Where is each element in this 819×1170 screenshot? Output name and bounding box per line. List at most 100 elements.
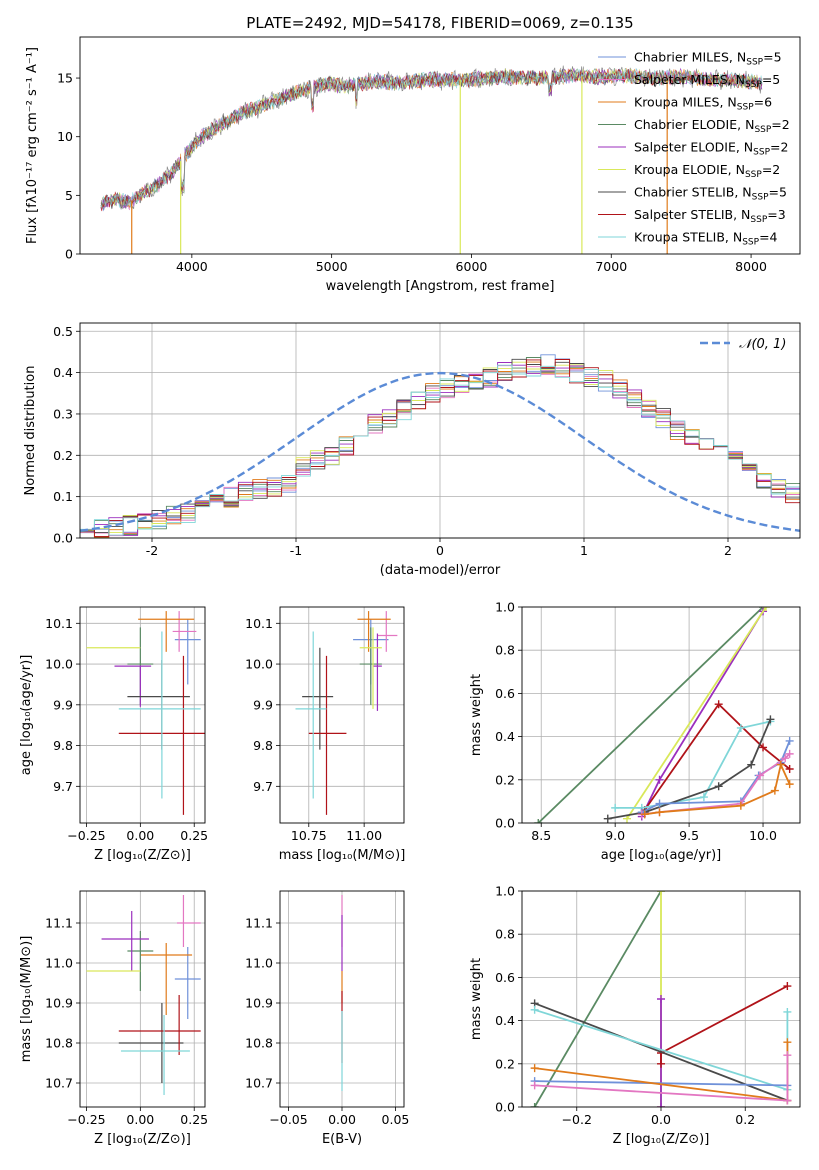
legend-label-sub: SSP xyxy=(746,58,763,68)
histogram-step-line xyxy=(80,358,800,533)
histogram-step-line xyxy=(80,365,800,537)
y-tick-label: 0.8 xyxy=(495,643,515,658)
weight-marker xyxy=(657,891,665,895)
x-tick-label: 8000 xyxy=(735,259,767,274)
weight-marker xyxy=(783,982,792,991)
legend-label: Salpeter STELIB, NSSP=3 xyxy=(634,207,786,225)
x-axis-label: Z [log₁₀(Z/Z⊙)] xyxy=(94,1132,191,1147)
y-tick-label: 10.1 xyxy=(45,616,73,631)
y-tick-label: 10.9 xyxy=(245,996,273,1011)
weight-marker xyxy=(759,743,768,752)
legend-label-tail: =3 xyxy=(767,207,785,222)
y-tick-label: 1.0 xyxy=(495,884,515,899)
x-tick-label: −0.2 xyxy=(562,1112,592,1127)
legend-label-main: Salpeter MILES, N xyxy=(634,72,745,87)
x-axis-label: age [log₁₀(age/yr)] xyxy=(601,848,722,863)
weight-marker xyxy=(785,736,794,745)
residuals-panel: -2 -1 0 1 2 0.0 0.1 0.2 0.3 0.4 0.5 (data-model)/er… xyxy=(23,322,801,578)
y-tick-label: 11.1 xyxy=(45,916,73,931)
x-tick-label: 0.25 xyxy=(180,828,208,843)
weight-marker xyxy=(785,780,794,789)
legend-label-sub: SSP xyxy=(754,125,771,135)
y-tick-label: 10.0 xyxy=(45,657,73,672)
age-vs-mass-panel: 10.75 11.00 9.7 9.8 9.9 10.0 10.1 mass [log₁₀(M… xyxy=(245,606,406,863)
weight-line xyxy=(660,985,788,1064)
legend-label-tail: =2 xyxy=(771,117,789,132)
weight-line xyxy=(533,891,662,1107)
legend-label-main: Chabrier STELIB, N xyxy=(634,185,752,200)
x-tick-label: 0.0 xyxy=(651,1112,671,1127)
weight-marker xyxy=(736,723,745,732)
legend-label-tail: =2 xyxy=(762,162,780,177)
y-tick-label: 0.4 xyxy=(495,1013,515,1028)
y-tick-label: 0.6 xyxy=(495,686,515,701)
weight-marker xyxy=(655,775,664,784)
weight-marker xyxy=(783,1096,792,1105)
weight-marker xyxy=(655,799,664,808)
weight-marker xyxy=(781,754,790,763)
x-tick-label: 0.00 xyxy=(126,1112,154,1127)
residuals-legend: 𝒩(0, 1) xyxy=(700,337,786,352)
legend-label-tail: =6 xyxy=(754,95,772,110)
legend-label-main: Kroupa ELODIE, N xyxy=(634,162,745,177)
legend-label-main: Salpeter ELODIE, N xyxy=(634,140,753,155)
massweight-vs-Z-panel: −0.2 0.0 0.2 0.0 0.2 0.4 0.6 0.8 1.0 Z [log₁₀(Z/Z… xyxy=(469,884,801,1147)
histogram-step-line xyxy=(80,361,800,533)
y-tick-label: 10.8 xyxy=(245,1036,273,1051)
x-tick-label: 4000 xyxy=(176,259,208,274)
legend-label-sub: SSP xyxy=(737,103,754,113)
y-tick-label: 0.0 xyxy=(495,1100,515,1115)
weight-marker xyxy=(756,771,765,780)
histogram-step-line xyxy=(80,359,800,537)
weight-marker xyxy=(530,1064,539,1073)
weight-lines xyxy=(530,891,792,1107)
x-tick-label: 0 xyxy=(436,543,444,558)
y-tick-label: 1.0 xyxy=(495,600,515,615)
x-tick-label: 10.0 xyxy=(749,828,777,843)
x-tick-label: 9.5 xyxy=(679,828,699,843)
weight-marker xyxy=(783,1038,792,1047)
x-axis-label: mass [log₁₀(M/M⊙)] xyxy=(279,848,406,863)
weight-marker xyxy=(657,1103,665,1107)
x-tick-label: 0.00 xyxy=(126,828,154,843)
y-axis-label: mass [log₁₀(M/M⊙)] xyxy=(19,936,34,1063)
errorbar-marks xyxy=(295,611,398,815)
y-tick-label: 10.1 xyxy=(245,616,273,631)
axes-frame xyxy=(279,890,405,1108)
weight-marker xyxy=(657,1059,665,1068)
errorbar-marks xyxy=(86,611,205,815)
x-axis-label: (data-model)/error xyxy=(380,563,501,578)
weight-marker xyxy=(714,782,723,791)
legend-label-tail: =2 xyxy=(770,140,788,155)
legend-label-main: Chabrier MILES, N xyxy=(634,50,746,65)
age-vs-Z-panel: −0.25 0.00 0.25 9.7 9.8 9.9 10.0 10.1 Z [log₁₀(Z… xyxy=(19,606,208,863)
y-tick-label: 0.4 xyxy=(53,365,73,380)
legend-label: Kroupa MILES, NSSP=6 xyxy=(634,95,772,113)
histogram-step-line xyxy=(80,364,800,536)
x-tick-label: 0.25 xyxy=(180,1112,208,1127)
errorbar-marks xyxy=(86,895,201,1095)
legend-label: Chabrier MILES, NSSP=5 xyxy=(634,50,782,68)
axes-frame xyxy=(279,606,405,824)
weight-marker xyxy=(530,1081,539,1090)
x-tick-label: 5000 xyxy=(316,259,348,274)
x-axis-label: wavelength [Angstrom, rest frame] xyxy=(326,279,555,294)
x-tick-label: 0.05 xyxy=(382,1112,410,1127)
legend-label: Kroupa STELIB, NSSP=4 xyxy=(634,230,778,248)
model-spectrum-line xyxy=(100,68,763,209)
y-axis-label: mass weight xyxy=(469,958,484,1040)
y-tick-label: 11.0 xyxy=(45,956,73,971)
weight-marker xyxy=(611,803,620,812)
legend-label: Salpeter MILES, NSSP=5 xyxy=(634,72,780,90)
histogram-steps xyxy=(80,354,800,538)
weight-marker xyxy=(714,700,723,709)
weight-marker xyxy=(530,1103,539,1107)
y-tick-label: 11.1 xyxy=(245,916,273,931)
histogram-step-line xyxy=(80,362,800,536)
legend-label-sub: SSP xyxy=(753,148,770,158)
x-tick-label: -2 xyxy=(146,543,158,558)
weight-marker xyxy=(776,760,785,769)
y-tick-label: 10.8 xyxy=(45,1036,73,1051)
gaussian-curve xyxy=(80,371,800,532)
legend-label: 𝒩(0, 1) xyxy=(739,337,786,352)
